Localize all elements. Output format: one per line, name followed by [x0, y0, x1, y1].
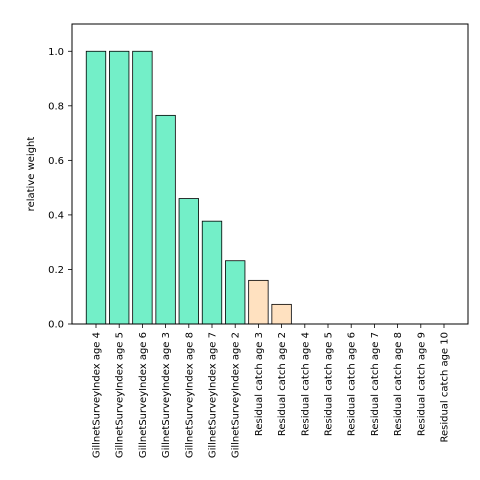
bar: [132, 50, 153, 325]
y-tick-label: 0.6: [48, 156, 64, 167]
plot-area-frame: [71, 23, 469, 325]
x-tick-label: GillnetSurveyIndex age 2: [231, 332, 242, 458]
bar: [201, 220, 223, 325]
y-tick-label: 1.0: [48, 47, 64, 58]
bar: [85, 50, 107, 325]
y-tick-label: 0.2: [48, 265, 64, 276]
x-tick-label: Residual catch age 3: [254, 332, 265, 436]
x-tick-label: Residual catch age 9: [416, 332, 427, 436]
x-tick-label: GillnetSurveyIndex age 4: [92, 332, 103, 458]
bar: [155, 114, 176, 325]
x-tick-label: Residual catch age 6: [347, 332, 358, 436]
y-axis: 0.0 0.2 0.4 0.6 0.8 1.0: [48, 47, 72, 331]
y-axis-label: relative weight: [26, 137, 37, 212]
x-axis: GillnetSurveyIndex age 4 GillnetSurveyInd…: [92, 324, 451, 458]
bar: [225, 260, 246, 325]
x-tick-label: GillnetSurveyIndex age 6: [138, 332, 149, 458]
x-tick-label: GillnetSurveyIndex age 5: [115, 332, 126, 458]
y-tick-label: 0.8: [48, 101, 64, 112]
x-tick-label: Residual catch age 7: [370, 332, 381, 436]
bar: [109, 50, 130, 325]
y-tick-label: 0.4: [48, 210, 64, 221]
bar: [248, 279, 269, 325]
x-tick-label: GillnetSurveyIndex age 3: [161, 332, 172, 458]
x-tick-label: Residual catch age 4: [300, 332, 311, 436]
x-tick-label: Residual catch age 2: [277, 332, 288, 436]
x-tick-label: GillnetSurveyIndex age 7: [208, 332, 219, 458]
y-tick-label: 0.0: [48, 320, 64, 331]
bars-group: [85, 50, 292, 325]
x-tick-label: Residual catch age 5: [324, 332, 335, 436]
x-tick-label: Residual catch age 8: [393, 332, 404, 436]
x-tick-label: GillnetSurveyIndex age 8: [184, 332, 195, 458]
bar: [271, 303, 292, 325]
bar: [178, 198, 199, 325]
x-tick-label: Residual catch age 10: [440, 332, 451, 443]
